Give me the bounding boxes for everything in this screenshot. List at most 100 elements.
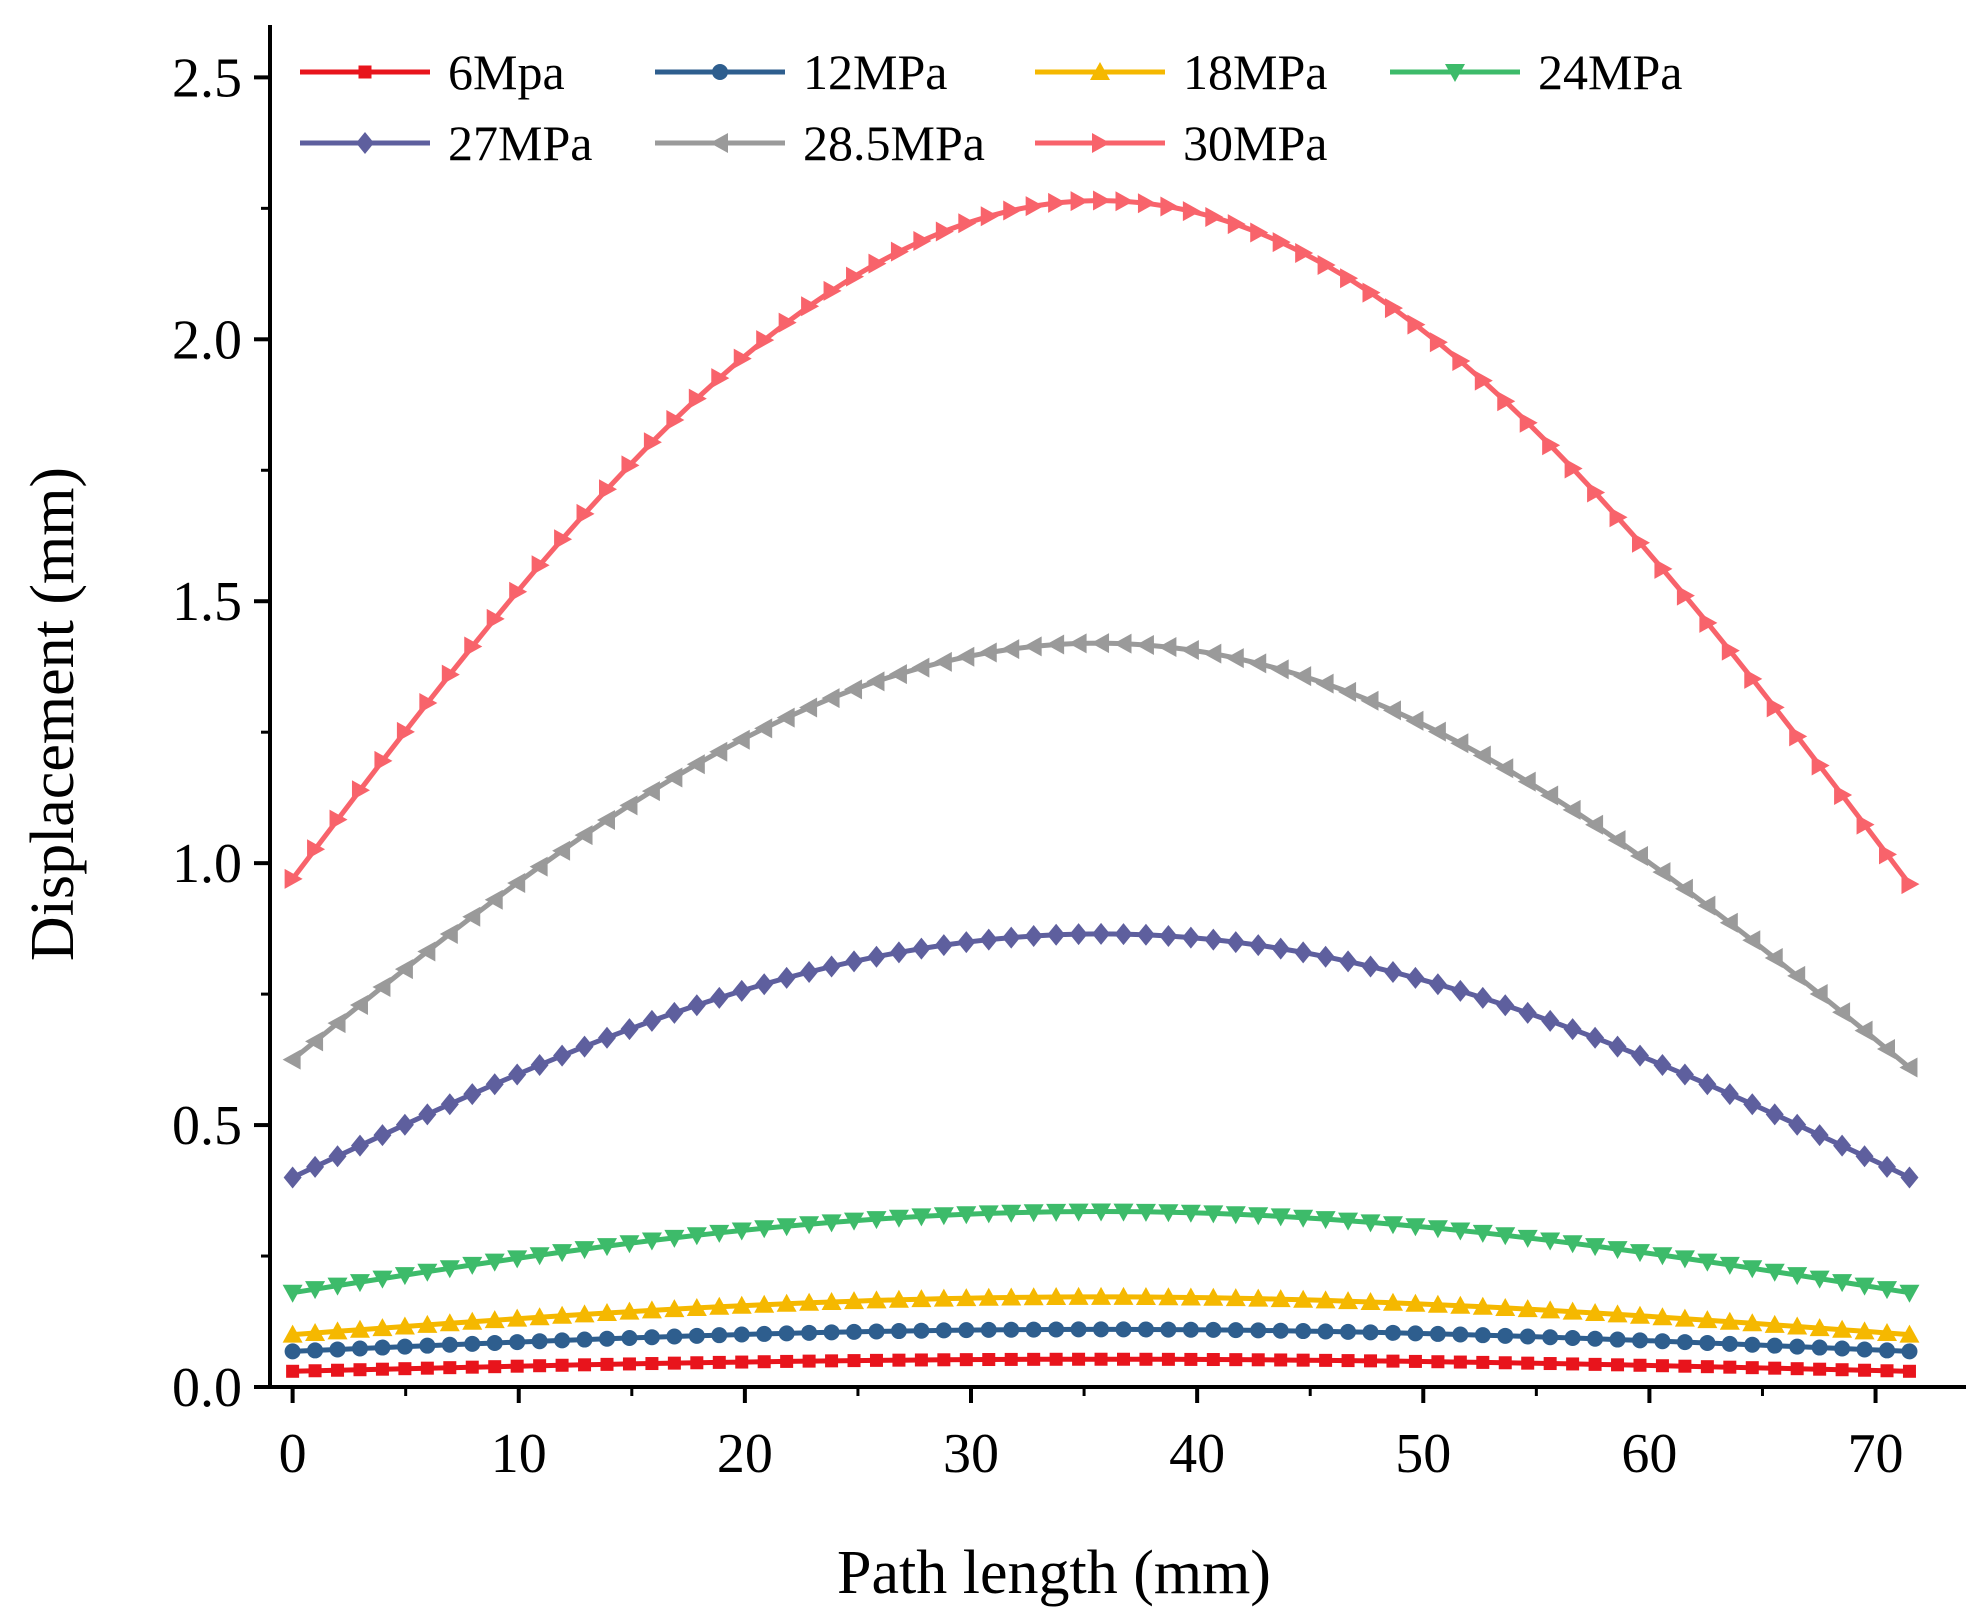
data-point-28.5MPa	[1764, 947, 1783, 968]
data-point-30MPa	[599, 479, 618, 500]
data-point-30MPa	[1272, 232, 1291, 253]
data-point-6Mpa	[1453, 1355, 1467, 1369]
x-tick-label: 10	[491, 1423, 547, 1485]
data-point-6Mpa	[331, 1363, 345, 1377]
data-point-30MPa	[1250, 222, 1269, 243]
data-point-24MPa	[1360, 1214, 1381, 1233]
data-point-12MPa	[1676, 1334, 1693, 1351]
data-point-30MPa	[1093, 190, 1112, 211]
data-point-30MPa	[1901, 874, 1920, 895]
data-point-18MPa	[552, 1305, 573, 1324]
data-point-30MPa	[1205, 206, 1224, 227]
data-point-18MPa	[1854, 1321, 1875, 1340]
data-point-30MPa	[1070, 191, 1089, 212]
data-point-27MPa	[822, 955, 841, 978]
data-point-6Mpa	[735, 1355, 749, 1369]
y-tick-label: 1.0	[172, 833, 242, 895]
data-point-12MPa	[464, 1335, 481, 1352]
data-point-28.5MPa	[1652, 862, 1671, 883]
data-point-27MPa	[1653, 1053, 1672, 1076]
data-point-30MPa	[396, 721, 415, 742]
data-point-27MPa	[1406, 966, 1425, 989]
data-point-24MPa	[1585, 1238, 1606, 1257]
data-point-18MPa	[1674, 1308, 1695, 1327]
data-point-28.5MPa	[844, 679, 863, 700]
data-point-18MPa	[1360, 1291, 1381, 1310]
data-point-27MPa	[979, 928, 998, 951]
data-point-28.5MPa	[529, 856, 548, 877]
data-point-27MPa	[845, 950, 864, 973]
data-point-28.5MPa	[349, 995, 368, 1016]
data-point-28.5MPa	[439, 923, 458, 944]
data-point-24MPa	[1203, 1205, 1224, 1224]
data-point-30MPa	[1227, 214, 1246, 235]
data-point-18MPa	[1585, 1302, 1606, 1321]
data-point-18MPa	[597, 1302, 618, 1321]
data-point-24MPa	[731, 1222, 752, 1241]
data-point-30MPa	[1699, 612, 1718, 633]
data-point-12MPa	[1631, 1332, 1648, 1349]
data-point-6Mpa	[1431, 1355, 1445, 1369]
data-point-12MPa	[307, 1342, 324, 1359]
data-point-24MPa	[1450, 1222, 1471, 1241]
data-point-28.5MPa	[462, 906, 481, 927]
data-point-28.5MPa	[1629, 845, 1648, 866]
data-point-28.5MPa	[1540, 785, 1559, 806]
data-point-12MPa	[823, 1324, 840, 1341]
data-point-28.5MPa	[1607, 830, 1626, 851]
data-point-18MPa	[1203, 1287, 1224, 1306]
data-point-12MPa	[1182, 1321, 1199, 1338]
data-point-28.5MPa	[1877, 1039, 1896, 1060]
data-point-27MPa	[1900, 1166, 1919, 1189]
data-point-24MPa	[529, 1247, 550, 1266]
data-point-18MPa	[1293, 1289, 1314, 1308]
data-point-6Mpa	[555, 1358, 569, 1372]
data-point-18MPa	[372, 1318, 393, 1337]
data-point-18MPa	[1113, 1286, 1134, 1305]
data-point-6Mpa	[1902, 1364, 1916, 1378]
series-27MPa	[283, 922, 1919, 1189]
data-point-6Mpa	[645, 1357, 659, 1371]
data-point-30MPa	[1811, 755, 1830, 776]
data-point-12MPa	[1901, 1343, 1918, 1360]
data-point-30MPa	[890, 241, 909, 262]
data-point-27MPa	[1316, 945, 1335, 968]
data-point-24MPa	[1068, 1203, 1089, 1222]
data-point-30MPa	[756, 330, 775, 351]
data-point-28.5MPa	[1472, 745, 1491, 766]
data-point-12MPa	[1654, 1333, 1671, 1350]
data-point-30MPa	[329, 809, 348, 830]
data-point-28.5MPa	[709, 741, 728, 762]
data-point-18MPa	[349, 1319, 370, 1338]
legend-label: 30MPa	[1183, 115, 1327, 171]
data-point-28.5MPa	[686, 754, 705, 775]
data-point-28.5MPa	[888, 664, 907, 685]
data-point-27MPa	[1855, 1145, 1874, 1168]
data-point-18MPa	[978, 1287, 999, 1306]
data-point-6Mpa	[802, 1354, 816, 1368]
data-point-28.5MPa	[1315, 673, 1334, 694]
data-point-24MPa	[978, 1205, 999, 1224]
data-point-18MPa	[641, 1300, 662, 1319]
data-point-28.5MPa	[1248, 653, 1267, 674]
data-point-30MPa	[1384, 298, 1403, 319]
data-point-27MPa	[957, 931, 976, 954]
data-point-27MPa	[1204, 928, 1223, 951]
data-point-12MPa	[1295, 1323, 1312, 1340]
data-point-12MPa	[1093, 1321, 1110, 1338]
legend-item-12MPa: 12MPa	[655, 44, 947, 100]
data-point-28.5MPa	[1832, 1002, 1851, 1023]
data-point-28.5MPa	[1001, 639, 1020, 660]
series-line-27MPa	[291, 931, 1911, 1180]
data-point-27MPa	[485, 1073, 504, 1096]
data-point-18MPa	[1652, 1307, 1673, 1326]
data-point-12MPa	[756, 1325, 773, 1342]
data-point-18MPa	[1248, 1288, 1269, 1307]
data-point-28.5MPa	[1023, 636, 1042, 657]
data-point-12MPa	[486, 1334, 503, 1351]
data-point-24MPa	[844, 1212, 865, 1231]
data-point-30MPa	[1766, 697, 1785, 718]
data-point-24MPa	[933, 1207, 954, 1226]
data-point-24MPa	[1495, 1227, 1516, 1246]
data-point-12MPa	[1789, 1338, 1806, 1355]
